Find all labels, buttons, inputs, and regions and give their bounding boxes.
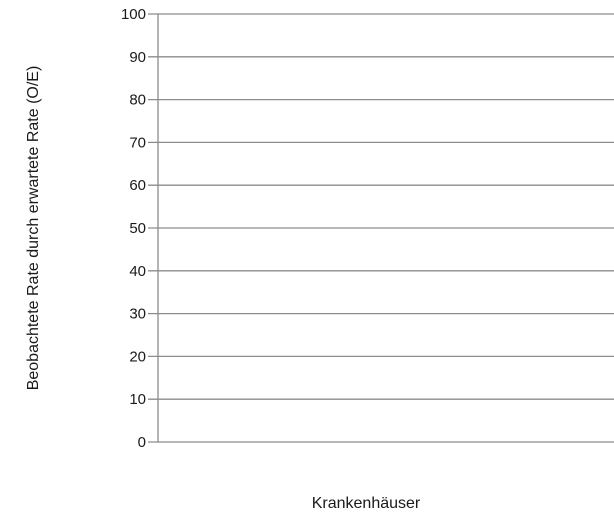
- y-tick-label-10: 10: [129, 391, 146, 408]
- y-axis-title: Beobachtete Rate durch erwartete Rate (O…: [25, 66, 42, 391]
- y-tick-label-100: 100: [121, 6, 146, 23]
- gridlines: [148, 13, 614, 443]
- y-tick-label-90: 90: [129, 49, 146, 66]
- y-tick-labels: 0 10 20 30 40 50 60 70 80 90 100: [121, 6, 146, 451]
- y-tick-label-40: 40: [129, 263, 146, 280]
- y-tick-label-60: 60: [129, 177, 146, 194]
- y-tick-label-30: 30: [129, 306, 146, 323]
- y-tick-label-20: 20: [129, 348, 146, 365]
- x-axis-title: Krankenhäuser: [312, 495, 421, 512]
- y-tick-label-70: 70: [129, 134, 146, 151]
- y-tick-label-50: 50: [129, 220, 146, 237]
- y-tick-label-80: 80: [129, 92, 146, 109]
- y-tick-label-0: 0: [138, 434, 146, 451]
